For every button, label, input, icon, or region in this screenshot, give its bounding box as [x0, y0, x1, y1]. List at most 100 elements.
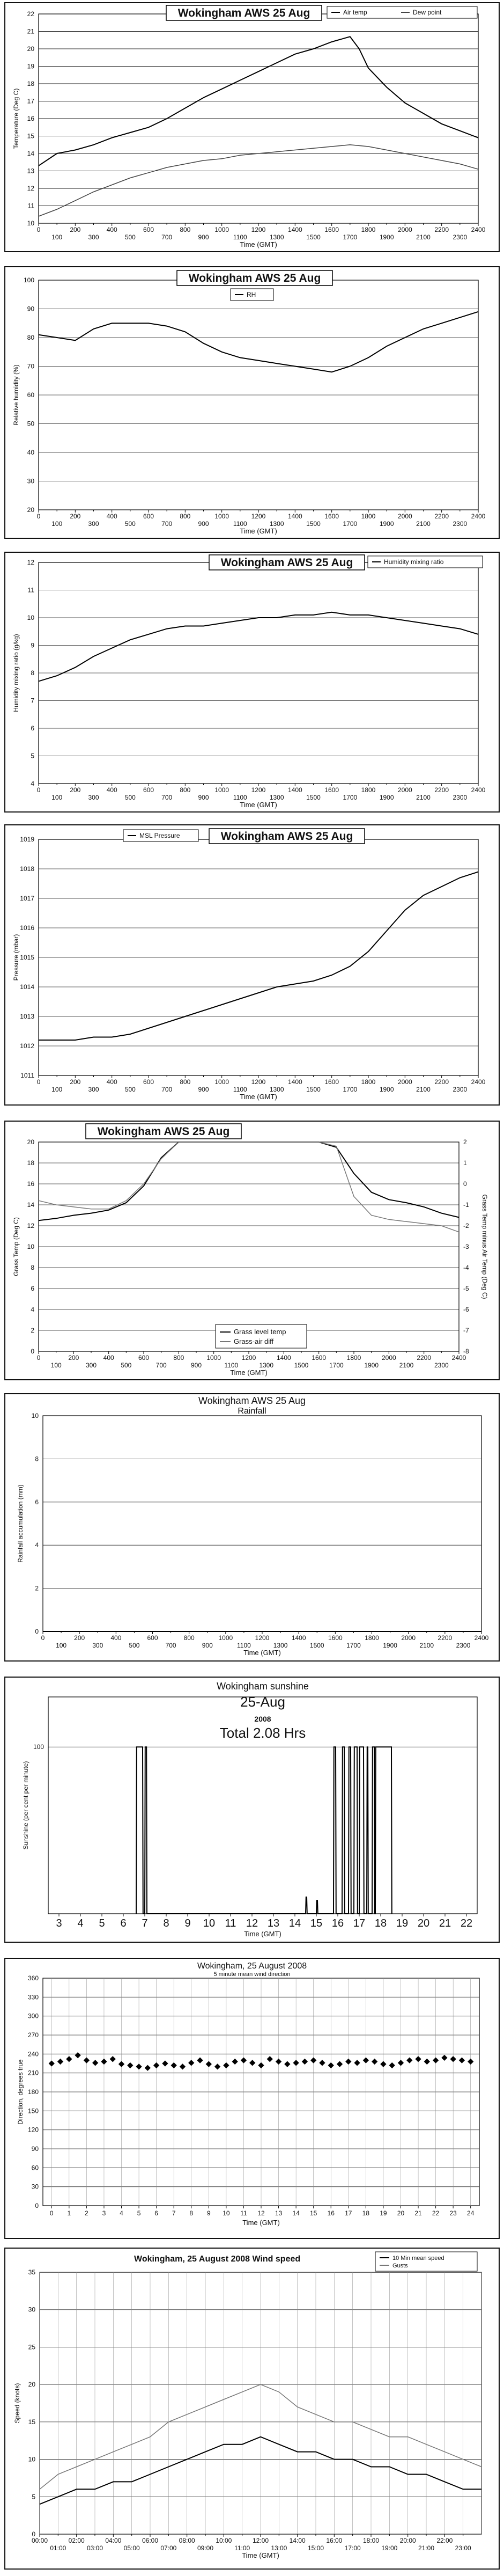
x-tick-label: 1600: [324, 226, 339, 233]
y-right-tick-label: -4: [463, 1264, 469, 1271]
y-axis-label: Sunshine (per cent per minute): [22, 1761, 29, 1850]
series-line-msl-pressure: [39, 871, 479, 1041]
chart-title: Wokingham AWS 25 Aug: [98, 1125, 230, 1138]
x-tick-label: 1500: [306, 1086, 321, 1093]
x-tick-label: 1700: [329, 1362, 344, 1369]
x-tick-label: 4: [77, 1918, 83, 1929]
series-line-dew-point: [38, 144, 479, 217]
y-tick-label: 8: [35, 1455, 39, 1462]
x-tick-label: 1200: [251, 513, 266, 520]
x-tick-label: 2000: [398, 786, 412, 794]
y-tick-label: 90: [32, 2145, 39, 2153]
x-tick-label: 1800: [361, 226, 376, 233]
x-tick-label: 06:00: [142, 2537, 158, 2544]
x-tick-label: 1100: [224, 1362, 238, 1369]
data-point: [205, 2061, 212, 2067]
x-tick-label: 200: [70, 226, 80, 233]
y-tick-label: 21: [27, 28, 35, 35]
y-tick-label: 30: [28, 2306, 36, 2314]
x-tick-label: 1100: [233, 520, 247, 528]
y-tick-label: 16: [27, 115, 35, 122]
x-tick-label: 2100: [416, 1086, 431, 1093]
series-line-10-min-mean-speed: [39, 2436, 481, 2505]
x-tick-label: 1000: [214, 226, 229, 233]
x-tick-label: 7: [172, 2209, 176, 2217]
chart-panel-sunshine: 100 3 4 5 6 7 8 9 10 11 12 13 14 15 16 17 18 19 20 21 22 Time…: [4, 1677, 500, 1943]
data-point: [468, 2058, 474, 2065]
x-tick-label: 17:00: [345, 2544, 361, 2552]
x-tick-label: 1800: [361, 786, 376, 794]
x-tick-label: 10:00: [216, 2537, 232, 2544]
x-tick-label: 2200: [434, 786, 449, 794]
x-tick-label: 12: [257, 2209, 265, 2217]
x-tick-label: 400: [107, 226, 117, 233]
y-tick-label: 14: [27, 1201, 35, 1209]
x-tick-label: 3: [102, 2209, 106, 2217]
x-tick-label: 1400: [288, 1078, 302, 1086]
x-tick-label: 500: [129, 1642, 139, 1649]
x-tick-label: 800: [180, 786, 190, 794]
y-tick-label: 100: [33, 1743, 44, 1751]
y-tick-label: 11: [28, 587, 35, 594]
y-right-tick-label: 1: [463, 1159, 467, 1167]
x-tick-label: 15: [310, 1918, 322, 1929]
x-tick-label: 500: [125, 520, 136, 528]
x-tick-label: 900: [198, 1086, 209, 1093]
x-axis-label: Time (GMT): [242, 2219, 280, 2227]
x-tick-label: 6: [154, 2209, 158, 2217]
x-tick-label: 1600: [324, 1078, 339, 1086]
x-tick-label: 9: [184, 1918, 190, 1929]
y-tick-label: 19: [27, 63, 35, 70]
x-tick-label: 1900: [380, 1086, 394, 1093]
x-tick-label: 100: [51, 520, 62, 528]
title-box: [209, 554, 365, 570]
x-tick-label: 19: [380, 2209, 387, 2217]
chart-date-label: 25-Aug: [240, 1694, 285, 1710]
data-point: [179, 2063, 186, 2070]
x-tick-label: 1500: [306, 233, 321, 241]
x-tick-label: 22:00: [436, 2537, 453, 2544]
y-tick-label: 210: [28, 2069, 39, 2077]
x-tick-label: 02:00: [69, 2537, 85, 2544]
data-point: [144, 2065, 151, 2071]
x-tick-label: 15:00: [308, 2544, 324, 2552]
x-tick-label: 700: [161, 520, 172, 528]
y-tick-label: 18: [27, 80, 35, 87]
y-axis-label: Temperature (Deg C): [12, 89, 20, 149]
x-tick-label: 1100: [237, 1642, 251, 1649]
x-tick-label: 900: [202, 1642, 213, 1649]
x-tick-label: 07:00: [160, 2544, 176, 2552]
y-tick-label: 80: [27, 334, 35, 341]
x-tick-label: 600: [143, 226, 154, 233]
y-tick-label: 17: [27, 98, 35, 105]
x-tick-label: 1200: [251, 786, 266, 794]
y-tick-label: 1011: [20, 1072, 34, 1079]
x-tick-label: 100: [51, 1362, 62, 1369]
x-tick-label: 1000: [214, 786, 229, 794]
y-tick-label: 1012: [20, 1042, 34, 1050]
y-tick-label: 50: [27, 420, 35, 428]
x-tick-label: 1400: [292, 1634, 306, 1642]
chart-wind-speed: 0 5 10 15 20 25 30 35 00:00 02:00 04:00 06:00 08:00 1…: [13, 2251, 482, 2559]
y-tick-label: 0: [31, 1348, 34, 1355]
data-point: [48, 2060, 55, 2067]
y-tick-label: 16: [27, 1180, 35, 1188]
y-tick-label: 1014: [20, 983, 34, 991]
x-tick-label: 1000: [214, 513, 229, 520]
x-tick-label: 5: [99, 1918, 105, 1929]
y-right-tick-label: -8: [463, 1348, 469, 1355]
x-tick-label: 2300: [453, 1086, 467, 1093]
x-tick-label: 11: [225, 1918, 236, 1929]
x-tick-label: 200: [68, 1354, 79, 1362]
y-axis-label: Speed (knots): [13, 2383, 21, 2424]
x-tick-label: 6: [120, 1918, 126, 1929]
x-tick-label: 21: [414, 2209, 422, 2217]
y-tick-label: 2: [31, 1327, 34, 1334]
y-tick-label: 270: [28, 2031, 39, 2039]
data-point: [380, 2061, 387, 2067]
x-tick-label: 0: [50, 2209, 54, 2217]
legend-label: MSL Pressure: [139, 832, 180, 839]
x-tick-label: 1900: [383, 1642, 397, 1649]
x-tick-label: 400: [103, 1354, 114, 1362]
